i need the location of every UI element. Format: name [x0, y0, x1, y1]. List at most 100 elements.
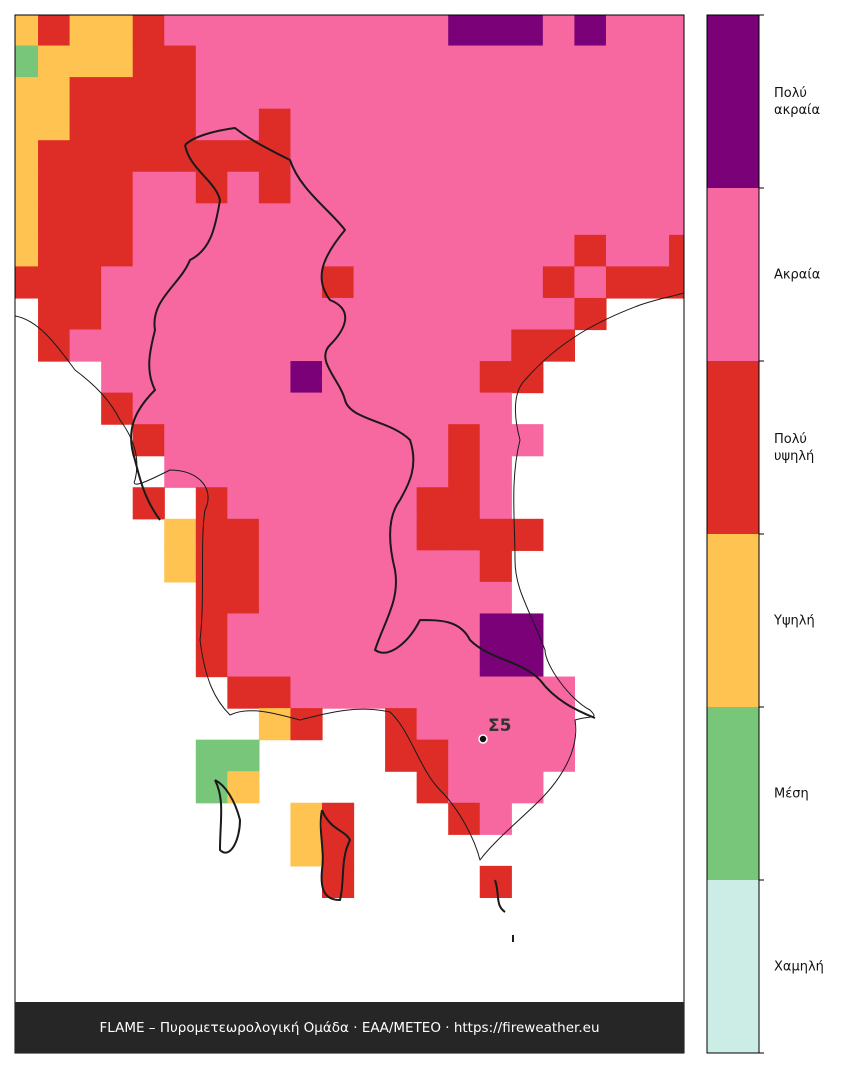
grid-cell — [353, 550, 386, 583]
grid-cell — [322, 171, 355, 204]
grid-cell — [416, 108, 449, 141]
grid-cell — [353, 140, 386, 173]
grid-cell — [416, 676, 449, 709]
grid-cell — [479, 550, 512, 583]
grid-cell — [416, 771, 449, 804]
grid-cell — [416, 329, 449, 362]
grid-cell — [258, 203, 292, 236]
legend-label: Πολύ υψηλή — [774, 431, 815, 464]
grid-cell — [416, 77, 449, 110]
grid-cell — [290, 140, 323, 173]
grid-cell — [101, 234, 134, 267]
grid-cell — [637, 171, 670, 204]
grid-cell — [448, 487, 481, 520]
grid-cell — [637, 45, 670, 78]
grid-cell — [416, 487, 449, 520]
grid-cell — [258, 645, 292, 678]
grid-cell — [322, 487, 355, 520]
grid-cell — [353, 77, 386, 110]
grid-cell — [322, 297, 355, 331]
grid-cell — [164, 329, 197, 362]
grid-cell — [385, 77, 418, 110]
grid-cell — [195, 361, 228, 394]
grid-cell — [290, 581, 323, 615]
grid-cell — [69, 171, 102, 204]
grid-cell — [479, 487, 512, 520]
grid-cell — [69, 15, 102, 47]
grid-cell — [322, 865, 355, 898]
grid-cell — [164, 550, 197, 583]
grid-cell — [69, 45, 102, 78]
grid-cell — [164, 297, 197, 331]
grid-cell — [353, 266, 386, 299]
grid-cell — [322, 581, 355, 615]
grid-cell — [322, 140, 355, 173]
grid-cell — [416, 45, 449, 78]
grid-cell — [669, 108, 684, 141]
grid-cell — [195, 550, 228, 583]
grid-cell — [385, 676, 418, 709]
grid-cell — [385, 708, 418, 741]
grid-cell — [258, 455, 292, 488]
grid-cell — [574, 108, 607, 141]
grid-cell — [542, 234, 575, 267]
grid-cell — [669, 171, 684, 204]
grid-cell — [448, 266, 481, 299]
grid-cell — [195, 171, 228, 204]
legend-label: Υψηλή — [774, 613, 815, 628]
grid-cell — [15, 140, 39, 173]
grid-cell — [227, 297, 260, 331]
grid-cell — [385, 329, 418, 362]
grid-cell — [322, 424, 355, 457]
grid-cell — [479, 297, 512, 331]
grid-cell — [353, 424, 386, 457]
map-frame — [14, 14, 685, 1054]
grid-cell — [132, 266, 165, 299]
grid-cell — [195, 392, 228, 425]
grid-cell — [448, 77, 481, 110]
colorbar-swatch — [707, 534, 759, 707]
grid-cell — [258, 140, 292, 173]
grid-cell — [385, 234, 418, 267]
grid-cell — [416, 518, 449, 551]
colorbar-swatch — [707, 707, 759, 880]
station-dot — [478, 734, 488, 744]
grid-cell — [322, 518, 355, 551]
grid-cell — [574, 140, 607, 173]
border-west — [130, 144, 221, 521]
grid-cell — [448, 108, 481, 141]
grid-cell — [132, 15, 165, 47]
colorbar-swatch — [707, 361, 759, 534]
grid-cell — [101, 77, 134, 110]
grid-cell — [290, 203, 323, 236]
grid-cell — [101, 361, 134, 394]
grid-cell — [227, 234, 260, 267]
grid-cell — [479, 45, 512, 78]
grid-cell — [448, 613, 481, 646]
grid-cell — [637, 15, 670, 47]
grid-cell — [542, 45, 575, 78]
grid-cell — [542, 108, 575, 141]
grid-cell — [290, 329, 323, 362]
grid-cell — [38, 140, 71, 173]
grid-cell — [322, 645, 355, 678]
grid-cell — [416, 455, 449, 488]
grid-cell — [669, 140, 684, 173]
grid-cell — [227, 739, 260, 772]
grid-cell — [322, 550, 355, 583]
grid-cell — [227, 15, 260, 47]
grid-cell — [479, 140, 512, 173]
station-label: Σ5 — [488, 716, 511, 736]
grid-cell — [132, 424, 165, 457]
grid-cell — [258, 297, 292, 331]
grid-cell — [290, 487, 323, 520]
grid-cell — [164, 108, 197, 141]
grid-cell — [195, 424, 228, 457]
grid-cell — [353, 297, 386, 331]
grid-cell — [101, 266, 134, 299]
grid-cell — [511, 329, 544, 362]
grid-cell — [227, 676, 260, 709]
grid-cell — [511, 613, 544, 646]
grid-cell — [290, 708, 323, 741]
colorbar-swatch — [707, 880, 759, 1053]
